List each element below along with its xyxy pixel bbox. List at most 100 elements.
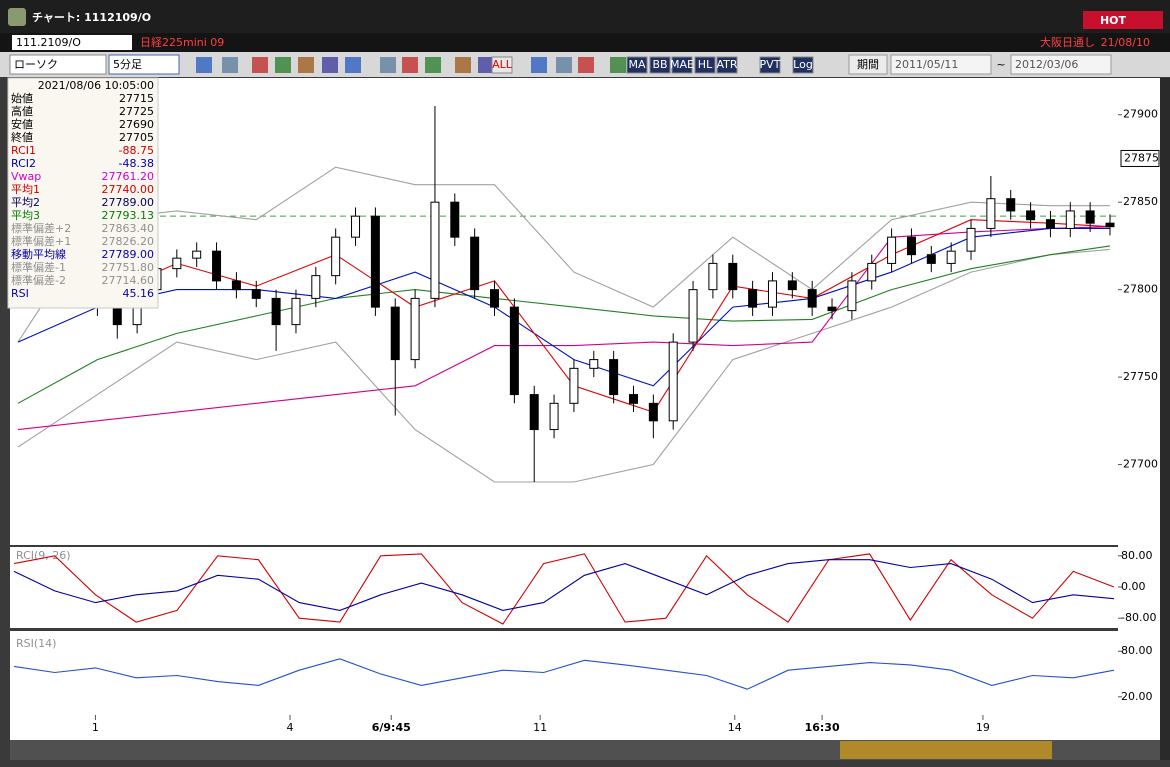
candle-body — [112, 306, 122, 326]
main-plot — [10, 78, 1118, 545]
info-label: Vwap — [11, 170, 41, 183]
tool-icon[interactable] — [578, 57, 594, 73]
candle-body — [827, 306, 837, 312]
interval-select[interactable] — [108, 54, 180, 75]
tool-icon[interactable] — [556, 57, 572, 73]
tool-icon[interactable] — [610, 57, 626, 73]
info-label: RSI — [11, 287, 29, 300]
candle-body — [192, 250, 202, 259]
tool-button[interactable] — [491, 56, 513, 74]
info-value: 27751.80 — [102, 261, 155, 274]
period-button[interactable] — [848, 54, 888, 75]
tool-icon[interactable] — [196, 57, 212, 73]
candle-body — [390, 306, 400, 361]
indicator-line — [17, 166, 1110, 343]
tool-button[interactable] — [759, 56, 781, 74]
candle-body — [251, 289, 261, 299]
tool-label: Log — [793, 58, 813, 71]
indicator-line — [13, 658, 1115, 690]
tool-button[interactable] — [792, 56, 814, 74]
candle-body — [271, 297, 281, 326]
app-icon — [8, 8, 26, 26]
tool-icon[interactable] — [322, 57, 338, 73]
tool-icon[interactable] — [455, 57, 471, 73]
x-tick-label: 14 — [728, 721, 742, 734]
x-tick-label: 11 — [533, 721, 547, 734]
period-label: 期間 — [857, 58, 879, 71]
panel-label: RSI(14) — [16, 637, 56, 650]
from-date[interactable] — [890, 54, 992, 75]
candle-body — [589, 359, 599, 369]
candle-body — [370, 215, 380, 308]
info-value: 27793.13 — [102, 209, 155, 222]
candle-body — [231, 280, 241, 291]
title-bar — [0, 0, 1170, 33]
y-tick-label: 27700 — [1123, 458, 1158, 471]
tool-icon[interactable] — [345, 57, 361, 73]
tool-label: PVT — [760, 58, 781, 71]
info-label: 平均1 — [11, 182, 40, 196]
y-tick-label: 20.00 — [1121, 690, 1153, 703]
candle-body — [946, 250, 956, 264]
y-tick-label: 27750 — [1123, 370, 1158, 383]
price-axis — [1118, 78, 1160, 715]
info-value: -88.75 — [119, 144, 154, 157]
y-tick-label: 27900 — [1123, 108, 1158, 121]
tool-icon[interactable] — [402, 57, 418, 73]
info-label: 移動平均線 — [11, 247, 66, 261]
tool-icon[interactable] — [478, 57, 494, 73]
tool-icon[interactable] — [425, 57, 441, 73]
info-value: 27789.00 — [102, 248, 155, 261]
indicator-line — [17, 226, 1111, 431]
tool-label: ATR — [716, 58, 737, 71]
tool-icon[interactable] — [252, 57, 268, 73]
y-tick-label: 0.00 — [1121, 580, 1146, 593]
info-value: 27705 — [119, 131, 154, 144]
tool-button[interactable] — [716, 56, 738, 74]
hot-button[interactable] — [1083, 11, 1163, 29]
scroll-thumb[interactable] — [840, 741, 1052, 759]
candle-body — [1065, 210, 1075, 229]
candle-body — [430, 201, 440, 299]
tool-icon[interactable] — [222, 57, 238, 73]
info-label: RCI1 — [11, 144, 36, 157]
tool-button[interactable] — [694, 56, 716, 74]
candle-body — [867, 262, 877, 282]
candle-body — [787, 280, 797, 291]
side-bar — [1160, 78, 1170, 760]
tool-icon[interactable] — [531, 57, 547, 73]
tool-button[interactable] — [626, 56, 648, 74]
tool-icon[interactable] — [380, 57, 396, 73]
y-tick-label: 27800 — [1123, 283, 1158, 296]
info-value: 27690 — [119, 118, 154, 131]
style-label: ローソク — [14, 58, 58, 71]
style-select[interactable] — [9, 54, 107, 75]
panel-label: RCI(9, 26) — [16, 549, 71, 562]
tool-button[interactable] — [649, 56, 671, 74]
info-value: 27789.00 — [102, 196, 155, 209]
tool-icon[interactable] — [298, 57, 314, 73]
candle-body — [291, 297, 301, 326]
candle-body — [668, 341, 678, 422]
indicator-line — [17, 227, 1110, 387]
candle-body — [648, 402, 658, 422]
market-name: 大阪日通し — [1040, 35, 1095, 49]
symbol-input[interactable] — [12, 35, 132, 50]
tool-label: BB — [652, 58, 667, 71]
candle-body — [569, 367, 579, 404]
tool-label: ALL — [492, 58, 513, 71]
candle-body — [1026, 210, 1036, 221]
info-label: 高値 — [11, 104, 33, 118]
window-title: チャート: 1112109/O — [32, 11, 151, 24]
candle-body — [986, 198, 996, 229]
candle-body — [708, 262, 718, 291]
tool-button[interactable] — [671, 56, 693, 74]
candle-body — [887, 236, 897, 264]
candle-body — [351, 215, 361, 238]
to-date[interactable] — [1010, 54, 1112, 75]
tool-icon[interactable] — [275, 57, 291, 73]
info-value: 27761.20 — [102, 170, 155, 183]
info-datetime: 2021/08/06 10:05:00 — [38, 79, 154, 92]
candle-body — [549, 402, 559, 431]
x-tick-label: 1 — [92, 721, 99, 734]
